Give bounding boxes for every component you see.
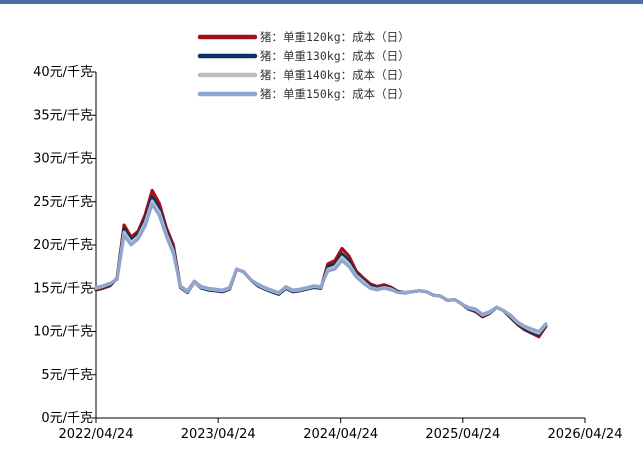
x-tick-label: 2022/04/24 — [59, 427, 134, 442]
series-line-1 — [94, 188, 548, 339]
top-accent-bar — [0, 0, 643, 4]
y-tick-label: 10元/千克 — [33, 325, 93, 340]
series-line-3 — [94, 199, 548, 335]
y-tick-label: 25元/千克 — [33, 195, 93, 210]
y-tick-label: 40元/千克 — [33, 65, 93, 80]
series-layer — [94, 188, 548, 339]
y-tick-label: 35元/千克 — [33, 108, 93, 123]
y-axis: 0元/千克 5元/千克 10元/千克 15元/千克 20元/千克 25元/千克 30元/千克… — [33, 65, 97, 426]
legend-entry-label: 猪：单重120kg：成本（日） — [260, 30, 410, 44]
legend-entry-label: 猪：单重140kg：成本（日） — [260, 68, 410, 82]
y-tick-label: 5元/千克 — [41, 368, 93, 383]
y-tick-label: 30元/千克 — [33, 152, 93, 167]
x-tick-label: 2026/04/24 — [548, 427, 623, 442]
y-tick-label: 15元/千克 — [33, 281, 93, 296]
legend: 猪：单重120kg：成本（日） 猪：单重130kg：成本（日） 猪：单重140kg：… — [197, 30, 410, 101]
x-tick-label: 2023/04/24 — [181, 427, 256, 442]
legend-entry-label: 猪：单重150kg：成本（日） — [260, 87, 410, 101]
legend-entry-label: 猪：单重130kg：成本（日） — [260, 49, 410, 63]
y-tick-label: 0元/千克 — [41, 411, 93, 426]
x-axis: 2022/04/24 2023/04/24 2024/04/24 2025/04/24… — [59, 417, 623, 442]
series-line-2 — [94, 195, 548, 337]
x-tick-label: 2025/04/24 — [425, 427, 500, 442]
series-line-4 — [94, 202, 548, 333]
y-tick-label: 20元/千克 — [33, 238, 93, 253]
x-tick-label: 2024/04/24 — [303, 427, 378, 442]
